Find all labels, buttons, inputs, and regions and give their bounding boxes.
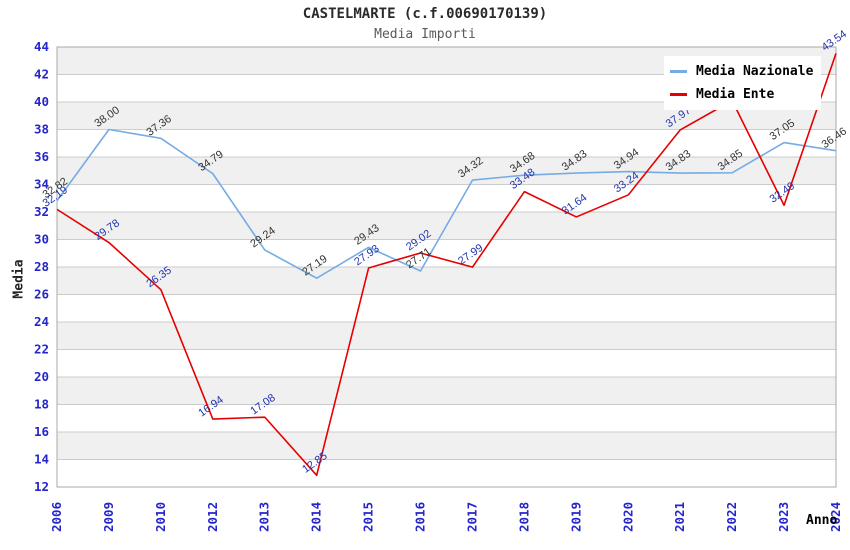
legend-line-sample-ente (670, 93, 687, 96)
x-tick-label: 2021 (672, 502, 687, 532)
x-tick-label: 2014 (309, 502, 324, 532)
legend-item-media-nazionale: Media Nazionale (670, 60, 814, 83)
chart-title: CASTELMARTE (c.f.00690170139) (302, 6, 548, 22)
y-tick-label: 36 (34, 149, 49, 164)
x-tick-label: 2017 (464, 502, 479, 532)
legend-label: Media Ente (696, 87, 775, 102)
series-line-media-nazionale (56, 128, 837, 279)
y-tick-label: 42 (34, 67, 49, 82)
legend: Media Nazionale Media Ente (664, 56, 822, 110)
x-tick-label: 2009 (101, 502, 116, 532)
y-tick-label: 20 (34, 369, 49, 384)
grid-band (57, 157, 836, 185)
y-tick-label: 40 (34, 94, 49, 109)
y-tick-label: 14 (34, 452, 49, 467)
y-tick-label: 32 (34, 204, 49, 219)
y-tick-label: 24 (34, 314, 49, 329)
y-tick-label: 28 (34, 259, 49, 274)
x-tick-label: 2022 (724, 502, 739, 532)
x-tick-label: 2012 (205, 502, 220, 532)
chart-subtitle: Media Importi (374, 27, 476, 42)
x-axis-title: Anno (806, 513, 838, 528)
y-tick-label: 26 (34, 287, 49, 302)
x-tick-label: 2006 (49, 502, 64, 532)
x-tick-label: 2020 (620, 502, 635, 532)
x-tick-label: 2010 (153, 502, 168, 532)
y-tick-label: 38 (34, 122, 49, 137)
legend-item-media-ente: Media Ente (670, 83, 814, 106)
y-axis-title: Media (11, 259, 27, 299)
x-tick-label: 2023 (776, 502, 791, 532)
x-tick-label: 2015 (361, 502, 376, 532)
y-tick-label: 12 (34, 479, 49, 494)
legend-label: Media Nazionale (696, 64, 814, 79)
x-tick-label: 2013 (257, 502, 272, 532)
x-tick-label: 2016 (413, 502, 428, 532)
y-tick-label: 18 (34, 397, 49, 412)
y-tick-label: 30 (34, 232, 49, 247)
series-line-media-ente (56, 53, 837, 477)
y-tick-label: 34 (34, 177, 49, 192)
grid-band (57, 377, 836, 405)
plot-border (56, 46, 837, 488)
grid-band (57, 267, 836, 295)
grid-band (57, 322, 836, 350)
x-tick-label: 2024 (828, 502, 843, 532)
legend-line-sample-nazionale (670, 70, 687, 73)
y-tick-label: 16 (34, 424, 49, 439)
y-tick-label: 44 (34, 39, 49, 54)
x-tick-label: 2019 (568, 502, 583, 532)
x-tick-label: 2018 (516, 502, 531, 532)
grid-band (57, 432, 836, 460)
y-tick-label: 22 (34, 342, 49, 357)
